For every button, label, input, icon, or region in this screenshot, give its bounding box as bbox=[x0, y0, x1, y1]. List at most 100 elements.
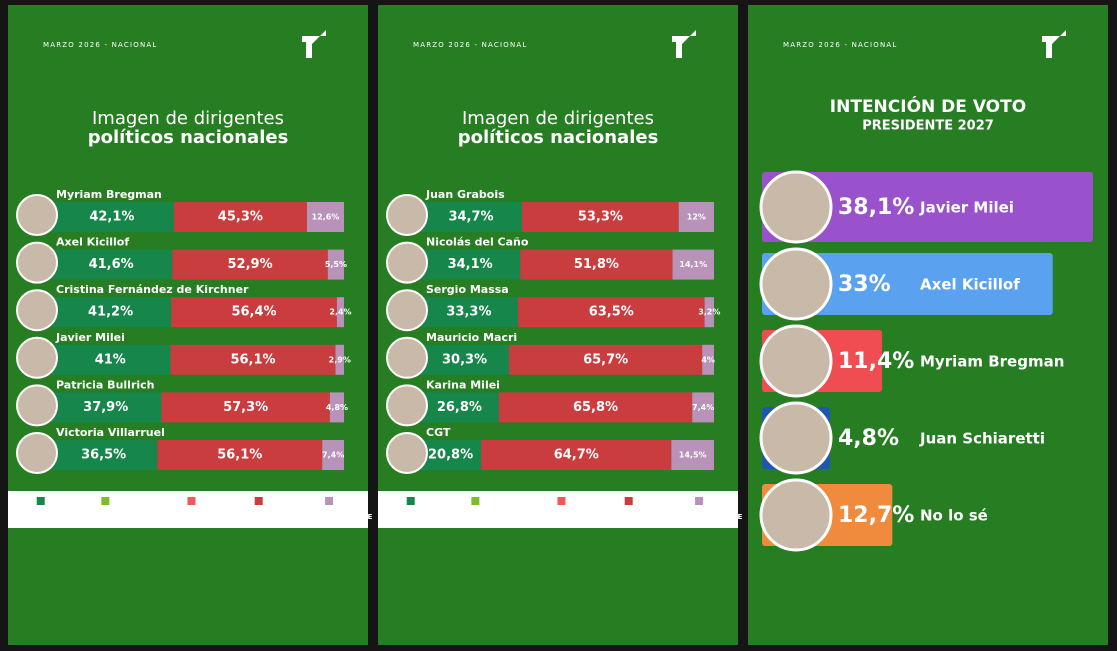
avatar bbox=[386, 384, 428, 427]
kicker: MARZO 2026 - NACIONAL bbox=[413, 41, 528, 49]
avatar bbox=[759, 478, 833, 552]
value-label: 2,4% bbox=[329, 308, 351, 317]
avatar bbox=[759, 170, 833, 244]
value-label: 52,9% bbox=[228, 257, 273, 272]
value-label: 11,4% bbox=[838, 349, 914, 374]
legend-swatch bbox=[624, 497, 633, 505]
value-label: 26,8% bbox=[437, 400, 482, 415]
value-label: 56,4% bbox=[231, 305, 276, 320]
avatar bbox=[386, 289, 428, 332]
bar bbox=[762, 253, 1053, 315]
candidate-name: Juan Schiaretti bbox=[919, 430, 1045, 448]
person-name: Karina Milei bbox=[426, 378, 500, 391]
bar bbox=[762, 172, 1093, 242]
person-name: Patricia Bullrich bbox=[56, 378, 155, 391]
legend-swatch bbox=[254, 497, 263, 505]
bar-segment bbox=[520, 249, 673, 280]
avatar bbox=[16, 289, 58, 332]
bar-segment bbox=[420, 297, 518, 328]
legend-separator: | bbox=[146, 512, 148, 521]
bar-segment bbox=[420, 344, 510, 375]
legend-label: REGULAR POSITIVA bbox=[436, 512, 514, 521]
bar-segment bbox=[420, 440, 482, 470]
value-label: 51,8% bbox=[574, 257, 619, 272]
value-label: 7,4% bbox=[692, 403, 714, 412]
bar-segment bbox=[50, 297, 172, 328]
bar-segment bbox=[171, 297, 337, 328]
bar-segment bbox=[173, 202, 307, 232]
value-label: 41% bbox=[95, 352, 126, 367]
person-name: Victoria Villarruel bbox=[56, 426, 165, 439]
value-label: 42,1% bbox=[89, 210, 134, 225]
bar-segment bbox=[704, 297, 714, 328]
value-label: 34,7% bbox=[448, 210, 493, 225]
bar-segment bbox=[420, 249, 521, 280]
avatar bbox=[386, 241, 428, 284]
bar-segment bbox=[509, 344, 703, 375]
value-label: 4% bbox=[701, 355, 715, 364]
person-name: Juan Grabois bbox=[425, 188, 505, 201]
bar-segment bbox=[50, 392, 162, 423]
avatar bbox=[16, 384, 58, 427]
legend-swatch bbox=[36, 497, 45, 505]
value-label: 33% bbox=[838, 272, 891, 297]
legend-separator: | bbox=[281, 512, 283, 521]
value-label: 14,1% bbox=[679, 260, 707, 269]
person-name: Nicolás del Caño bbox=[426, 236, 529, 249]
bar-segment bbox=[161, 392, 330, 423]
avatar bbox=[386, 432, 428, 474]
legend-box bbox=[8, 491, 368, 528]
avatar bbox=[759, 324, 833, 398]
legend-swatch bbox=[187, 497, 196, 505]
candidate-name: Myriam Bregman bbox=[920, 353, 1064, 371]
value-label: 4,8% bbox=[326, 403, 348, 412]
legend-label: NEGATIVA bbox=[239, 512, 279, 521]
title: Imagen de dirigentes bbox=[92, 108, 284, 129]
legend-label: NEGATIVA bbox=[609, 512, 649, 521]
bar-segment bbox=[336, 297, 344, 328]
bar-segment bbox=[671, 440, 714, 470]
value-label: 38,1% bbox=[838, 195, 914, 220]
value-label: 7,4% bbox=[322, 451, 344, 460]
bar-segment bbox=[329, 392, 344, 423]
value-label: 4,8% bbox=[838, 426, 899, 451]
candidate-name: No lo sé bbox=[920, 507, 988, 525]
kicker: MARZO 2026 - NACIONAL bbox=[783, 41, 898, 49]
value-label: 65,8% bbox=[573, 400, 618, 415]
bar-segment bbox=[702, 344, 714, 375]
value-label: 63,5% bbox=[589, 305, 634, 320]
legend-box bbox=[378, 491, 738, 528]
bar-segment bbox=[335, 344, 344, 375]
bar-segment bbox=[50, 249, 173, 280]
legend-swatch bbox=[325, 497, 334, 505]
bar-segment bbox=[522, 202, 679, 232]
candidate-name: Axel Kicillof bbox=[920, 276, 1020, 294]
value-label: 37,9% bbox=[83, 400, 128, 415]
legend-label: REGULAR NEGATIVA bbox=[521, 512, 602, 521]
bar-segment bbox=[50, 202, 174, 232]
avatar bbox=[386, 336, 428, 379]
value-label: 53,3% bbox=[578, 210, 623, 225]
person-name: Mauricio Macri bbox=[426, 331, 517, 344]
avatar bbox=[16, 432, 58, 474]
value-label: 12,6% bbox=[312, 213, 340, 222]
legend-label: POSITIVA bbox=[22, 512, 60, 521]
bar-segment bbox=[481, 440, 672, 470]
value-label: 20,8% bbox=[428, 448, 473, 463]
bar-segment bbox=[50, 344, 171, 375]
value-label: 41,6% bbox=[89, 257, 134, 272]
kicker: MARZO 2026 - NACIONAL bbox=[43, 41, 158, 49]
legend-swatch bbox=[471, 497, 480, 505]
avatar bbox=[16, 241, 58, 284]
subtitle: PRESIDENTE 2027 bbox=[862, 119, 994, 134]
person-name: Sergio Massa bbox=[426, 283, 509, 296]
avatar bbox=[759, 247, 833, 321]
bar-segment bbox=[517, 297, 705, 328]
value-label: 41,2% bbox=[88, 305, 133, 320]
bar-segment bbox=[327, 249, 344, 280]
legend-swatch bbox=[695, 497, 704, 505]
value-label: 12% bbox=[687, 213, 706, 222]
bar-segment bbox=[172, 249, 328, 280]
